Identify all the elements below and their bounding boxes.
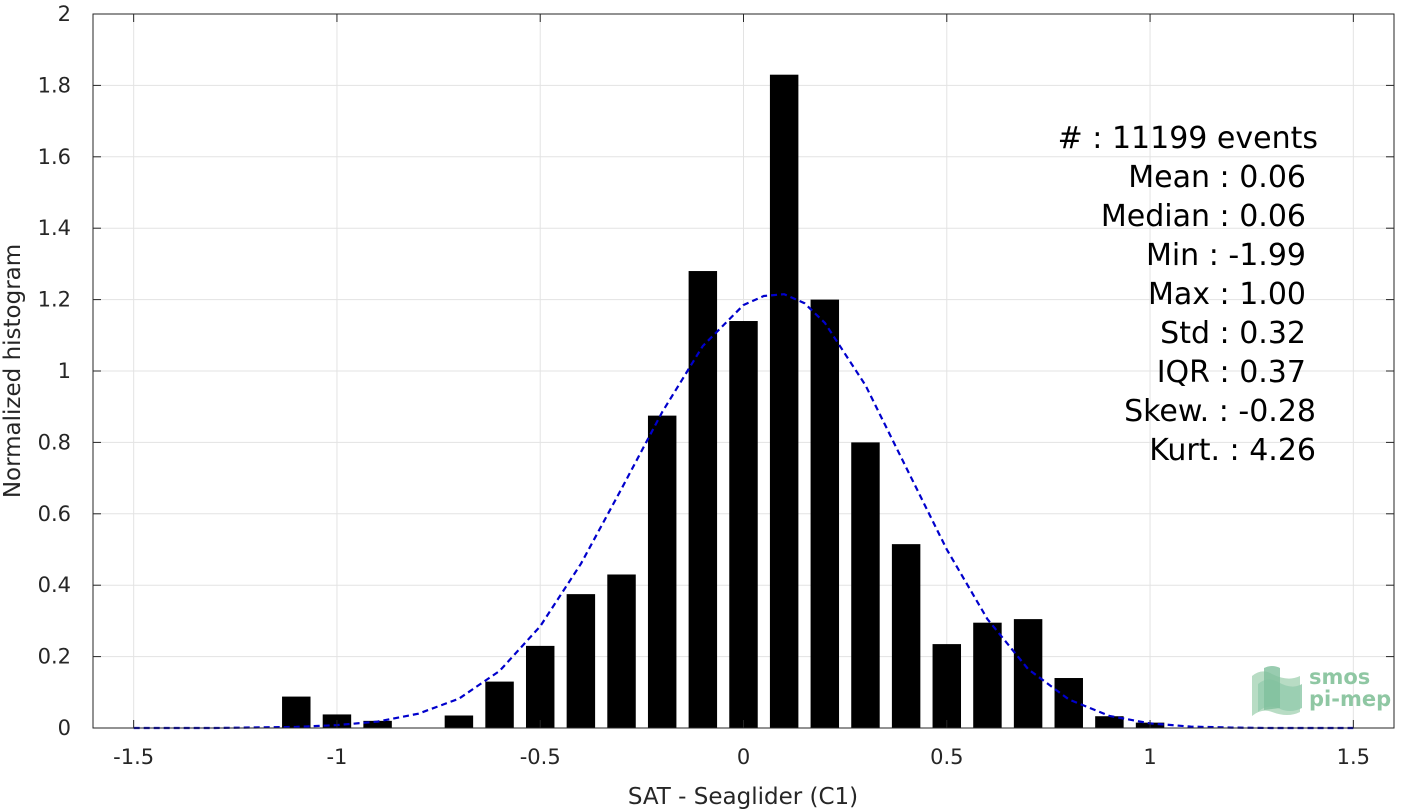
histogram-bars bbox=[282, 74, 1165, 728]
y-tick-label: 1.8 bbox=[38, 73, 71, 97]
histogram-bar bbox=[891, 544, 921, 728]
logo-wave-icon bbox=[1252, 666, 1302, 716]
stats-annotations: # : 11199 events Mean : 0.06 Median : 0.06… bbox=[1058, 121, 1318, 468]
histogram-bar bbox=[851, 442, 880, 728]
x-tick-label: -1 bbox=[326, 745, 347, 769]
histogram-bar bbox=[485, 681, 514, 728]
y-tick-label: 0.2 bbox=[38, 645, 71, 669]
stats-annotation-line: IQR : 0.37 bbox=[1157, 355, 1306, 390]
histogram-bar bbox=[647, 415, 677, 728]
histogram-bar bbox=[1013, 619, 1043, 728]
stats-annotation-line: Median : 0.06 bbox=[1101, 199, 1306, 234]
y-tick-label: 0.4 bbox=[38, 573, 71, 597]
histogram-bar bbox=[729, 321, 758, 728]
y-tick-label: 1 bbox=[58, 359, 71, 383]
x-tick-labels: -1.5 -1 -0.5 0 0.5 1 1.5 bbox=[113, 745, 1370, 769]
stats-annotation-line: Skew. : -0.28 bbox=[1124, 394, 1316, 429]
histogram-bar bbox=[973, 622, 1002, 728]
fit-curve bbox=[133, 293, 1354, 730]
y-tick-label: 0 bbox=[58, 716, 71, 740]
y-tick-label: 1.6 bbox=[38, 145, 71, 169]
histogram-bar bbox=[932, 644, 962, 728]
y-tick-label: 0.6 bbox=[38, 502, 71, 526]
x-tick-label: -1.5 bbox=[113, 745, 154, 769]
x-tick-label: 0.5 bbox=[930, 745, 963, 769]
histogram-bar bbox=[363, 720, 392, 728]
stats-annotation-line: Min : -1.99 bbox=[1146, 238, 1306, 273]
y-tick-label: 2 bbox=[58, 2, 71, 26]
histogram-bar bbox=[1095, 716, 1124, 728]
x-axis-label: SAT - Seaglider (C1) bbox=[628, 784, 858, 810]
stats-annotation-line: # : 11199 events bbox=[1058, 121, 1318, 156]
logo-text-smos: smos bbox=[1309, 665, 1370, 689]
y-tick-label: 1.4 bbox=[38, 216, 71, 240]
axis-ticks bbox=[93, 13, 1394, 729]
logo-text-pi-mep: pi-mep bbox=[1309, 687, 1391, 711]
histogram-bar bbox=[282, 696, 311, 728]
x-tick-label: -0.5 bbox=[520, 745, 561, 769]
stats-annotation-line: Std : 0.32 bbox=[1160, 316, 1306, 351]
histogram-bar bbox=[566, 594, 596, 728]
histogram-bar bbox=[810, 299, 840, 728]
histogram-bar bbox=[525, 645, 555, 728]
histogram-bar bbox=[1054, 678, 1083, 728]
y-tick-label: 0.8 bbox=[38, 430, 71, 454]
histogram-bar bbox=[444, 715, 474, 728]
x-tick-label: 0 bbox=[737, 745, 750, 769]
histogram-bar bbox=[688, 271, 718, 728]
stats-annotation-line: Kurt. : 4.26 bbox=[1149, 433, 1316, 468]
smos-pi-mep-logo: smos pi-mep bbox=[1252, 665, 1391, 716]
x-tick-label: 1.5 bbox=[1337, 745, 1370, 769]
x-tick-label: 1 bbox=[1143, 745, 1156, 769]
stats-annotation-line: Mean : 0.06 bbox=[1128, 160, 1306, 195]
histogram-bar bbox=[769, 74, 799, 728]
y-tick-labels: 0 0.2 0.4 0.6 0.8 1 1.2 1.4 1.6 1.8 2 bbox=[38, 2, 71, 740]
stats-annotation-line: Max : 1.00 bbox=[1148, 277, 1306, 312]
histogram-bar bbox=[607, 574, 636, 728]
y-tick-label: 1.2 bbox=[38, 288, 71, 312]
y-axis-label: Normalized histogram bbox=[0, 244, 26, 498]
